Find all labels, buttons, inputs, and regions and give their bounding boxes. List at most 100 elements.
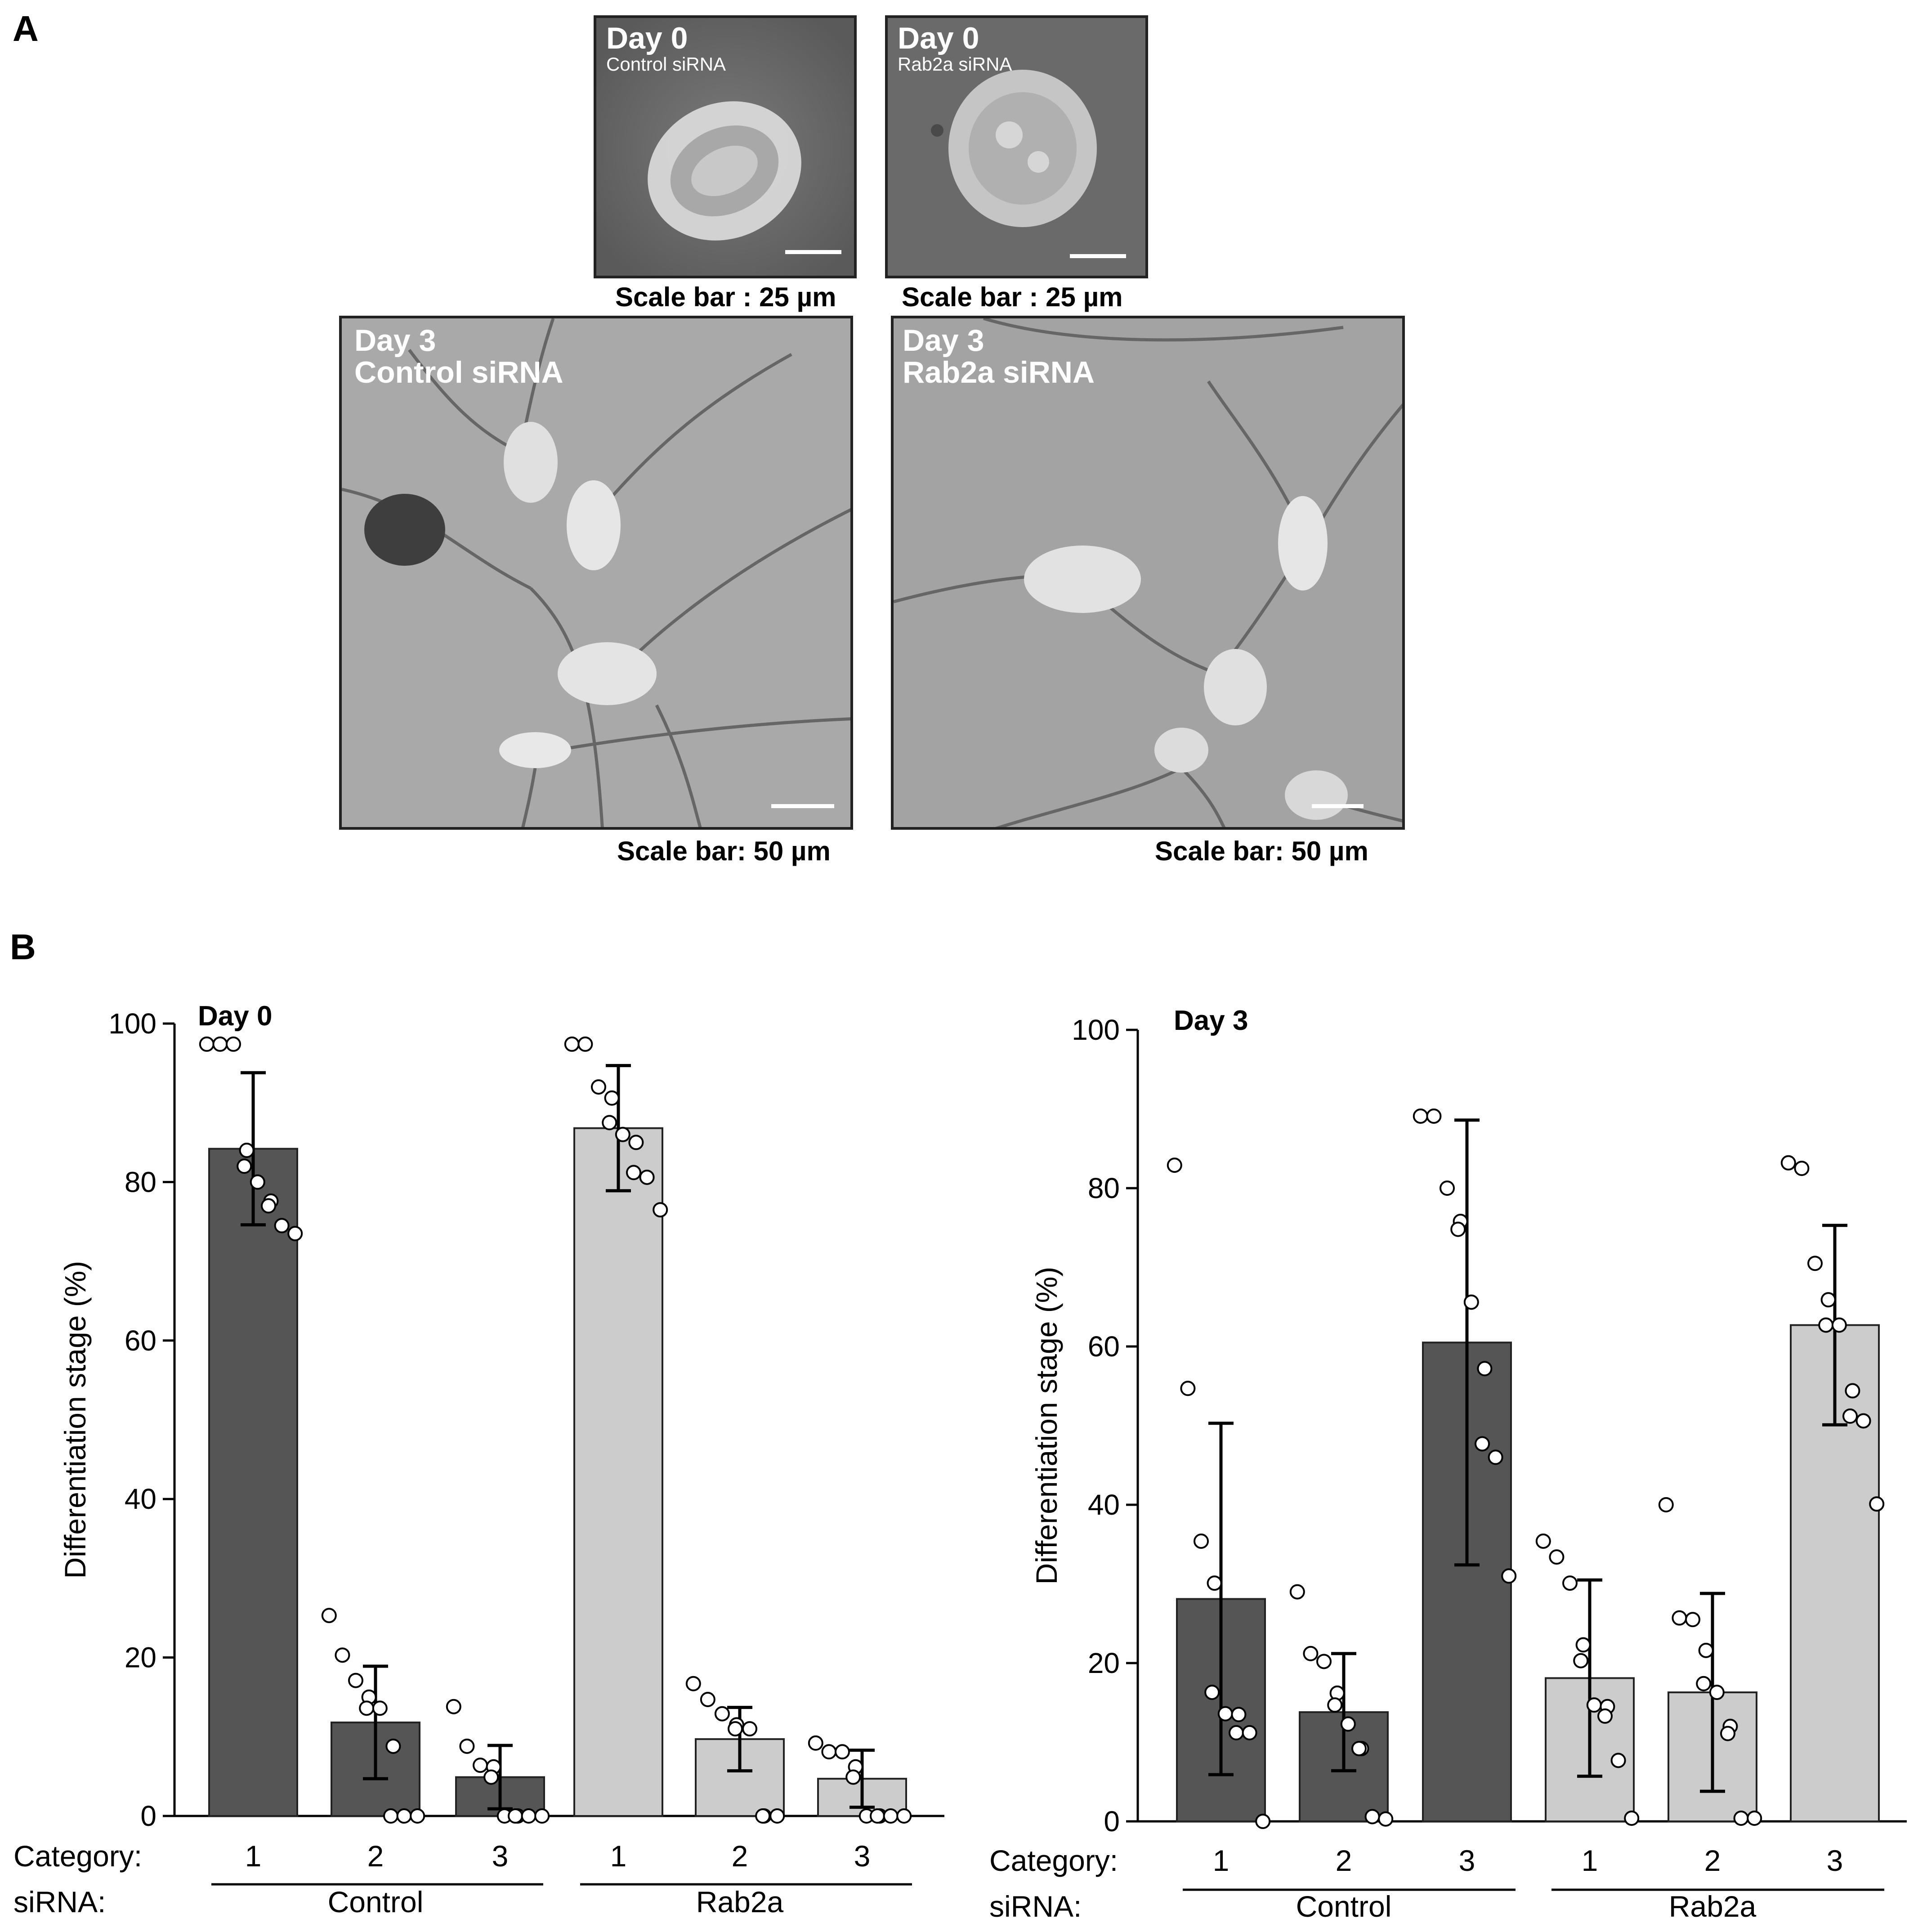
chart1-row-label-sirna: siRNA: xyxy=(13,1885,106,1919)
chart1-data-point xyxy=(602,1115,617,1131)
chart2-y-tick-label: 20 xyxy=(1088,1647,1120,1679)
chart2-data-point xyxy=(1573,1653,1589,1668)
chart1-data-point xyxy=(226,1036,241,1052)
chart2-data-point xyxy=(1733,1810,1749,1826)
chart1-data-point xyxy=(653,1202,668,1218)
micrograph-day3-control-image xyxy=(342,318,850,827)
chart2-data-point xyxy=(1696,1676,1712,1691)
chart1-category-label: 3 xyxy=(492,1839,509,1873)
scale-bar-day0-rab2a xyxy=(1070,254,1126,258)
chart2-category-label: 3 xyxy=(1827,1844,1843,1877)
chart2-y-tick-label: 0 xyxy=(1104,1805,1120,1838)
chart1-data-point xyxy=(626,1165,641,1181)
chart1-data-point xyxy=(385,1738,401,1754)
chart1-data-point xyxy=(261,1198,276,1214)
chart2-data-point xyxy=(1610,1753,1626,1768)
chart2-data-point xyxy=(1624,1810,1640,1826)
scale-caption-day3-control: Scale bar: 50 µm xyxy=(617,836,831,866)
chart2-data-point xyxy=(1845,1383,1860,1399)
micrograph-day3-control: Day 3 Control siRNA xyxy=(339,316,853,830)
scale-bar-day3-rab2a xyxy=(1312,804,1364,808)
chart2-y-tick-label: 60 xyxy=(1088,1330,1120,1363)
micrograph-day0-control-day: Day 0 xyxy=(606,21,688,55)
chart1-data-point xyxy=(508,1808,523,1824)
chart1-category-label: 2 xyxy=(367,1839,384,1873)
panel-label-a: A xyxy=(13,9,39,49)
chart2-data-point xyxy=(1242,1725,1257,1740)
chart1-y-tick-label: 0 xyxy=(140,1800,156,1832)
panel-label-b: B xyxy=(10,927,36,967)
scale-caption-day0-control: Scale bar : 25 µm xyxy=(615,282,836,312)
micrograph-day0-rab2a-image xyxy=(888,18,1145,276)
chart1-data-point xyxy=(287,1225,303,1241)
chart2-data-point xyxy=(1488,1449,1503,1465)
chart2-data-point xyxy=(1378,1811,1394,1827)
chart2-data-point xyxy=(1194,1533,1209,1549)
chart2-data-point xyxy=(1869,1496,1885,1512)
chart2-data-point xyxy=(1855,1413,1871,1429)
chart1-data-point xyxy=(604,1090,620,1106)
chart2-data-point xyxy=(1303,1646,1319,1661)
chart2-data-point xyxy=(1217,1706,1233,1722)
chart2-data-point xyxy=(1698,1642,1714,1658)
micrograph-day3-rab2a-day: Day 3 xyxy=(903,323,984,358)
chart1-data-point xyxy=(685,1676,701,1691)
chart1-data-point xyxy=(396,1808,412,1824)
micrograph-day0-rab2a-day: Day 0 xyxy=(898,21,979,55)
chart1-data-point xyxy=(835,1744,850,1760)
chart2-data-point xyxy=(1562,1575,1578,1591)
chart1-data-point xyxy=(321,1608,337,1623)
micrograph-day3-control-sirna: Control siRNA xyxy=(354,355,563,390)
chart2-data-point xyxy=(1426,1108,1442,1124)
chart1-data-point xyxy=(845,1769,861,1785)
chart2-data-point xyxy=(1820,1292,1836,1308)
chart1-data-point xyxy=(348,1673,363,1688)
chart2-data-point xyxy=(1475,1436,1490,1452)
chart2-group-label: Rab2a xyxy=(1669,1890,1757,1923)
chart2-data-point xyxy=(1316,1654,1332,1669)
chart2-data-point xyxy=(1747,1810,1762,1826)
chart2-data-point xyxy=(1501,1568,1517,1584)
chart2-data-point xyxy=(1575,1637,1591,1653)
micrograph-day0-control-image xyxy=(596,18,854,276)
chart2-data-point xyxy=(1255,1814,1271,1829)
chart2-data-point xyxy=(1167,1157,1182,1173)
chart1-data-point xyxy=(212,1036,228,1052)
chart2-data-point xyxy=(1351,1741,1367,1757)
chart1-data-point xyxy=(714,1706,730,1722)
chart2-row-label-sirna: siRNA: xyxy=(989,1890,1082,1923)
chart1-data-point xyxy=(237,1158,252,1174)
chart1-bar xyxy=(573,1127,663,1817)
chart2-title: Day 3 xyxy=(1174,1005,1248,1036)
chart1-data-point xyxy=(755,1808,771,1824)
chart2-data-point xyxy=(1289,1584,1305,1600)
chart1-y-tick-label: 100 xyxy=(108,1007,156,1040)
chart2-row-label-category: Category: xyxy=(989,1844,1118,1877)
chart1-data-point xyxy=(483,1769,499,1785)
chart2-y-axis-label: Differentiation stage (%) xyxy=(1030,1267,1063,1585)
chart1-y-tick-label: 20 xyxy=(125,1641,156,1674)
chart2-data-point xyxy=(1413,1108,1428,1124)
chart2-category-label: 3 xyxy=(1459,1844,1475,1877)
chart2-data-point xyxy=(1327,1697,1343,1713)
chart2-y-tick-label: 40 xyxy=(1088,1489,1120,1521)
chart2-data-point xyxy=(1229,1725,1244,1740)
chart1-data-point xyxy=(372,1700,388,1716)
micrograph-day0-rab2a-sirna: Rab2a siRNA xyxy=(898,54,1012,75)
chart1-data-point xyxy=(591,1079,606,1095)
chart1-data-point xyxy=(239,1142,255,1158)
chart2-data-point xyxy=(1440,1181,1455,1196)
chart2-data-point xyxy=(1204,1685,1220,1700)
chart2-data-point xyxy=(1794,1161,1810,1176)
chart1-category-label: 1 xyxy=(610,1839,627,1873)
chart1-y-axis-label: Differentiation stage (%) xyxy=(58,1261,92,1579)
chart2-data-point xyxy=(1780,1155,1796,1171)
micrograph-day3-rab2a-sirna: Rab2a siRNA xyxy=(903,355,1095,390)
chart1-data-point xyxy=(564,1036,580,1052)
chart1-data-point xyxy=(335,1647,350,1663)
chart2-data-point xyxy=(1450,1221,1466,1237)
chart2-data-point xyxy=(1535,1533,1551,1549)
chart2-data-point xyxy=(1207,1575,1222,1591)
chart1-data-point xyxy=(521,1808,537,1824)
